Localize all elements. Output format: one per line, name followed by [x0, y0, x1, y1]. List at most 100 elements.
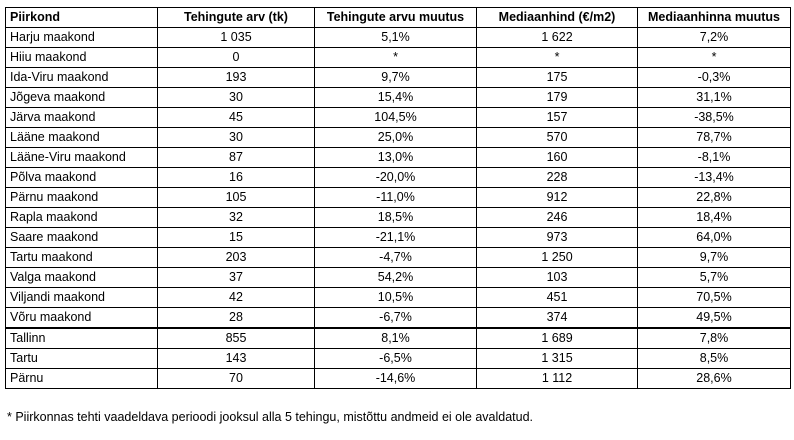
median-price-change-cell: 31,1%	[637, 87, 791, 108]
median-price-cell: 1 112	[476, 368, 638, 389]
header-median-price-change: Mediaanhinna muutus	[637, 7, 791, 28]
transaction-change-cell: -20,0%	[314, 167, 477, 188]
transactions-table: Piirkond Tehingute arv (tk) Tehingute ar…	[5, 7, 791, 389]
region-cell: Pärnu	[5, 368, 158, 389]
table-row: Ida-Viru maakond 193 9,7% 175 -0,3%	[5, 67, 791, 88]
median-price-change-cell: -0,3%	[637, 67, 791, 88]
header-transaction-change: Tehingute arvu muutus	[314, 7, 477, 28]
transaction-count-cell: 1 035	[157, 27, 315, 48]
region-cell: Pärnu maakond	[5, 187, 158, 208]
median-price-change-cell: -13,4%	[637, 167, 791, 188]
table-row: Tartu maakond 203 -4,7% 1 250 9,7%	[5, 247, 791, 268]
table-row: Järva maakond 45 104,5% 157 -38,5%	[5, 107, 791, 128]
transaction-change-cell: 9,7%	[314, 67, 477, 88]
transaction-count-cell: 28	[157, 307, 315, 329]
median-price-cell: 973	[476, 227, 638, 248]
transaction-count-cell: 37	[157, 267, 315, 288]
median-price-change-cell: 7,2%	[637, 27, 791, 48]
transaction-change-cell: 8,1%	[314, 327, 477, 349]
median-price-cell: 103	[476, 267, 638, 288]
table-row: Pärnu 70 -14,6% 1 112 28,6%	[5, 368, 791, 389]
median-price-cell: 1 689	[476, 327, 638, 349]
table-row: Valga maakond 37 54,2% 103 5,7%	[5, 267, 791, 288]
median-price-change-cell: 7,8%	[637, 327, 791, 349]
median-price-change-cell: *	[637, 47, 791, 68]
transaction-count-cell: 45	[157, 107, 315, 128]
header-row: Piirkond Tehingute arv (tk) Tehingute ar…	[5, 7, 791, 28]
transaction-change-cell: -11,0%	[314, 187, 477, 208]
transaction-count-cell: 203	[157, 247, 315, 268]
region-cell: Tallinn	[5, 327, 158, 349]
transaction-change-cell: 5,1%	[314, 27, 477, 48]
median-price-change-cell: 78,7%	[637, 127, 791, 148]
median-price-cell: 374	[476, 307, 638, 329]
median-price-cell: 1 315	[476, 348, 638, 369]
transaction-change-cell: 104,5%	[314, 107, 477, 128]
table-row: Rapla maakond 32 18,5% 246 18,4%	[5, 207, 791, 228]
transaction-change-cell: 25,0%	[314, 127, 477, 148]
transaction-count-cell: 16	[157, 167, 315, 188]
region-cell: Võru maakond	[5, 307, 158, 329]
region-cell: Põlva maakond	[5, 167, 158, 188]
transaction-count-cell: 32	[157, 207, 315, 228]
median-price-change-cell: 8,5%	[637, 348, 791, 369]
transaction-change-cell: 10,5%	[314, 287, 477, 308]
transaction-count-cell: 30	[157, 127, 315, 148]
table-row: Võru maakond 28 -6,7% 374 49,5%	[5, 307, 791, 329]
transaction-count-cell: 105	[157, 187, 315, 208]
median-price-change-cell: -8,1%	[637, 147, 791, 168]
median-price-cell: 246	[476, 207, 638, 228]
median-price-cell: 451	[476, 287, 638, 308]
table-row: Hiiu maakond 0 * * *	[5, 47, 791, 68]
median-price-change-cell: 22,8%	[637, 187, 791, 208]
header-region: Piirkond	[5, 7, 158, 28]
region-cell: Tartu	[5, 348, 158, 369]
transaction-change-cell: 15,4%	[314, 87, 477, 108]
transaction-count-cell: 70	[157, 368, 315, 389]
median-price-cell: 157	[476, 107, 638, 128]
region-cell: Saare maakond	[5, 227, 158, 248]
region-cell: Jõgeva maakond	[5, 87, 158, 108]
median-price-cell: 1 250	[476, 247, 638, 268]
median-price-cell: 160	[476, 147, 638, 168]
median-price-cell: 175	[476, 67, 638, 88]
table-row: Tartu 143 -6,5% 1 315 8,5%	[5, 348, 791, 369]
median-price-cell: 228	[476, 167, 638, 188]
median-price-cell: 1 622	[476, 27, 638, 48]
transaction-count-cell: 42	[157, 287, 315, 308]
table-row: Jõgeva maakond 30 15,4% 179 31,1%	[5, 87, 791, 108]
transaction-count-cell: 143	[157, 348, 315, 369]
median-price-cell: 912	[476, 187, 638, 208]
transaction-change-cell: *	[314, 47, 477, 68]
transaction-change-cell: -14,6%	[314, 368, 477, 389]
median-price-cell: *	[476, 47, 638, 68]
region-cell: Järva maakond	[5, 107, 158, 128]
region-cell: Harju maakond	[5, 27, 158, 48]
header-transaction-count: Tehingute arv (tk)	[157, 7, 315, 28]
table-row: Lääne maakond 30 25,0% 570 78,7%	[5, 127, 791, 148]
median-price-change-cell: 28,6%	[637, 368, 791, 389]
transaction-count-cell: 0	[157, 47, 315, 68]
region-cell: Lääne-Viru maakond	[5, 147, 158, 168]
region-cell: Viljandi maakond	[5, 287, 158, 308]
table-body: Harju maakond 1 035 5,1% 1 622 7,2% Hiiu maak…	[5, 27, 791, 389]
median-price-change-cell: 49,5%	[637, 307, 791, 329]
median-price-change-cell: 9,7%	[637, 247, 791, 268]
transaction-change-cell: 18,5%	[314, 207, 477, 228]
region-cell: Ida-Viru maakond	[5, 67, 158, 88]
median-price-cell: 179	[476, 87, 638, 108]
transaction-change-cell: -21,1%	[314, 227, 477, 248]
transaction-change-cell: -6,7%	[314, 307, 477, 329]
transaction-count-cell: 15	[157, 227, 315, 248]
transaction-count-cell: 30	[157, 87, 315, 108]
table-row: Lääne-Viru maakond 87 13,0% 160 -8,1%	[5, 147, 791, 168]
transaction-count-cell: 193	[157, 67, 315, 88]
transaction-change-cell: 54,2%	[314, 267, 477, 288]
transaction-count-cell: 855	[157, 327, 315, 349]
median-price-cell: 570	[476, 127, 638, 148]
median-price-change-cell: 18,4%	[637, 207, 791, 228]
region-cell: Lääne maakond	[5, 127, 158, 148]
region-cell: Rapla maakond	[5, 207, 158, 228]
region-cell: Valga maakond	[5, 267, 158, 288]
